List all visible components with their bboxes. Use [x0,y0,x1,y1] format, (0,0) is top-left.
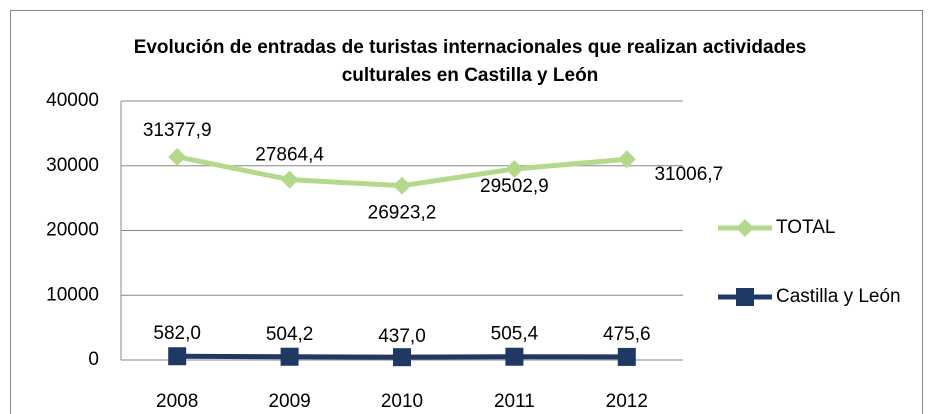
data-label: 31377,9 [143,120,212,141]
x-tick-label: 2010 [381,391,423,412]
point-marker [393,176,411,195]
legend-marker [736,288,754,306]
point-marker [168,347,187,366]
point-marker [617,347,636,366]
x-tick-label: 2011 [494,391,535,412]
data-label: 26923,2 [368,203,437,224]
y-tick-label: 30000 [46,155,99,176]
point-marker [280,347,299,366]
data-label: 504,2 [266,324,314,345]
x-tick-label: 2012 [606,391,648,412]
data-label: 475,6 [603,324,651,345]
point-marker [617,150,636,169]
y-tick-label: 0 [88,349,99,370]
legend-marker [736,219,754,237]
data-label: 582,0 [153,323,201,344]
point-marker [505,159,524,178]
y-tick-label: 40000 [46,90,99,111]
legend-label: Castilla y León [776,286,901,307]
x-tick-label: 2008 [156,391,198,412]
chart-title: Evolución de entradas de turistas intern… [133,37,807,86]
y-tick-label: 20000 [46,220,99,241]
chart-border [10,10,923,414]
data-label: 31006,7 [654,164,723,185]
y-tick-label: 10000 [46,284,99,305]
x-tick-label: 2009 [268,391,310,412]
point-marker [280,170,299,189]
point-marker [505,347,524,366]
legend-label: TOTAL [776,217,835,238]
data-label: 27864,4 [255,145,324,166]
data-label: 29502,9 [480,176,549,197]
data-label: 505,4 [491,324,539,345]
point-marker [168,147,187,166]
point-marker [393,348,411,367]
data-label: 437,0 [378,326,426,347]
